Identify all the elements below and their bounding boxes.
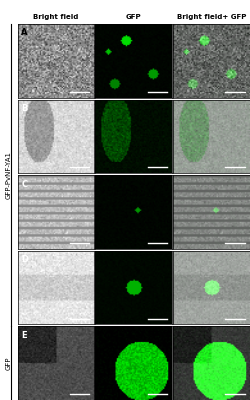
Text: Bright field: Bright field xyxy=(33,14,78,20)
Text: B: B xyxy=(21,104,28,113)
Text: E: E xyxy=(21,331,27,340)
Text: A: A xyxy=(21,28,28,38)
Text: D: D xyxy=(21,255,28,264)
Text: Bright field+ GFP: Bright field+ GFP xyxy=(177,14,246,20)
Text: GFP: GFP xyxy=(126,14,142,20)
Text: GFP: GFP xyxy=(6,356,12,370)
Text: GFP-PvNF-YA1: GFP-PvNF-YA1 xyxy=(6,151,12,199)
Text: C: C xyxy=(21,180,28,189)
